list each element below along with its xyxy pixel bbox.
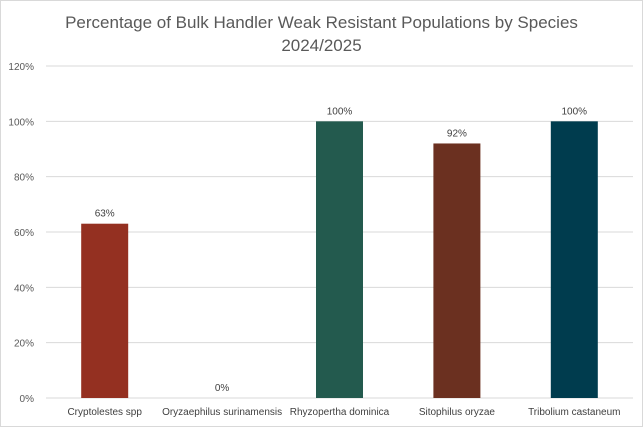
x-tick-label: Sitophilus oryzae	[419, 407, 496, 418]
chart-title-line1: Percentage of Bulk Handler Weak Resistan…	[65, 13, 578, 32]
chart-title: Percentage of Bulk Handler Weak Resistan…	[1, 11, 642, 57]
x-tick-label: Oryzaephilus surinamensis	[162, 407, 282, 418]
bar	[550, 121, 598, 398]
data-label: 92%	[447, 128, 467, 139]
y-tick-label: 100%	[8, 117, 34, 128]
y-tick-label: 80%	[14, 173, 34, 184]
data-label: 63%	[95, 209, 115, 220]
y-tick-label: 20%	[14, 339, 34, 350]
chart-subtitle: 2024/2025	[281, 36, 362, 55]
bar	[316, 121, 363, 398]
data-label: 0%	[215, 383, 230, 394]
data-label: 100%	[327, 106, 353, 117]
bar	[433, 143, 481, 398]
x-tick-label: Tribolium castaneum	[528, 407, 620, 418]
x-tick-label: Cryptolestes spp	[67, 407, 142, 418]
y-tick-label: 40%	[14, 283, 34, 294]
x-tick-label: Rhyzopertha dominica	[290, 407, 390, 418]
y-tick-label: 120%	[8, 62, 34, 73]
y-tick-label: 60%	[14, 228, 34, 239]
data-label: 100%	[562, 106, 588, 117]
bar	[81, 223, 129, 398]
y-tick-label: 0%	[20, 394, 35, 405]
